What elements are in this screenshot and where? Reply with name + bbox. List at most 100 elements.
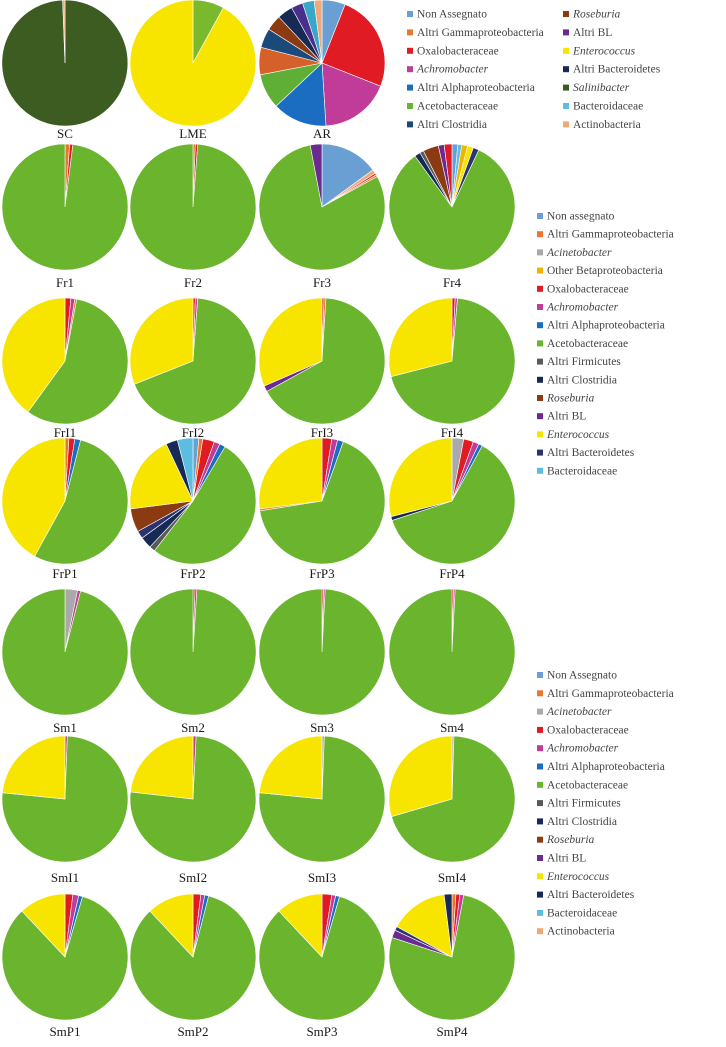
pie-lme <box>129 0 257 127</box>
slice-fr3-altri-bl-5 <box>309 143 323 208</box>
pie-label-fri4: FrI4 <box>441 425 464 440</box>
pie-label-smi1: SmI1 <box>51 870 79 885</box>
slice-ar-actinobacteria-11 <box>313 0 323 64</box>
slice-sm4-acetobact-2 <box>388 588 516 716</box>
legend-label-other-betaproteobacteria: Other Betaproteobacteria <box>547 265 663 277</box>
pie-smi1 <box>1 735 129 863</box>
legend-swatch-altri-gammaproteobacteria <box>537 231 543 238</box>
pie-sm4 <box>388 588 516 716</box>
legend-label-altri-gammaproteobacteria: Altri Gammaproteobacteria <box>547 229 674 241</box>
pie-smi2 <box>129 735 257 863</box>
legend-swatch-acetobacteraceae <box>537 340 543 347</box>
slice-fri1-enterococcus-4 <box>1 297 66 413</box>
legend-swatch-altri-clostridia <box>537 376 543 383</box>
legend-swatch-oxalobacteraceae <box>537 285 543 292</box>
legend-swatch-non-assegnato <box>537 213 543 219</box>
legend-label-non-assegnato: Non Assegnato <box>547 670 617 682</box>
slice-frp4-enterococcus-6 <box>388 437 453 518</box>
pie-sm2 <box>129 588 257 716</box>
legend-swatch-altri-gammaproteobacteria <box>537 690 543 697</box>
slice-frp1-acetobact-3 <box>34 439 129 565</box>
slice-lme-enterococcus-1 <box>129 0 257 127</box>
legend-label-acetobacteraceae: Acetobacteraceae <box>547 338 628 350</box>
slice-sc-actinobacteria-1 <box>62 0 66 64</box>
pie-label-smi4: SmI4 <box>438 870 467 885</box>
legend-swatch-bacteroidaceae <box>537 909 543 916</box>
slice-smp2-acetobact-3 <box>129 895 257 1021</box>
pie-fri1 <box>1 297 129 425</box>
pie-label-smi3: SmI3 <box>308 870 336 885</box>
legend-swatch-acinetobacter <box>537 249 543 256</box>
legend-swatch-altri-firmicutes <box>537 800 543 807</box>
pie-frp4 <box>388 437 516 565</box>
legend-swatch-other-betaproteobacteria <box>537 267 543 274</box>
pie-fr1 <box>1 143 129 271</box>
slice-smp4-acetobact-3 <box>388 894 516 1021</box>
legend-swatch-altri-gammaproteobacteria <box>407 29 413 36</box>
legend-label-altri-clostridia: Altri Clostridia <box>547 816 617 828</box>
legend-label-actinobacteria: Actinobacteria <box>573 119 641 131</box>
slice-fri1-acetobact-3 <box>27 298 129 425</box>
slice-fri4-enterococcus-3 <box>388 297 453 378</box>
legend-label-altri-clostridia: Altri Clostridia <box>547 374 617 386</box>
slice-fr4-acetobact-5 <box>388 149 516 271</box>
pie-label-frp4: FrP4 <box>439 566 465 581</box>
legend-swatch-actinobacteria <box>563 121 569 128</box>
pie-frp3 <box>258 437 386 565</box>
legend-label-altri-bl: Altri BL <box>547 411 586 423</box>
slice-smp2-enterococcus-4 <box>149 893 194 958</box>
pie-label-fri3: FrI3 <box>311 425 333 440</box>
slice-sm3-acetobact-2 <box>258 588 386 716</box>
legend-label-non-assegnato: Non assegnato <box>547 211 615 223</box>
slice-fri2-enterococcus-3 <box>129 297 194 385</box>
slice-frp1-enterococcus-4 <box>1 437 66 557</box>
pie-label-sm4: Sm4 <box>440 720 464 735</box>
pie-sm3 <box>258 588 386 716</box>
pie-label-smp4: SmP4 <box>436 1024 468 1039</box>
pie-smp4 <box>388 893 516 1021</box>
pie-label-fr2: Fr2 <box>184 275 202 290</box>
pie-label-smp3: SmP3 <box>306 1024 337 1039</box>
legend-swatch-roseburia <box>537 836 543 843</box>
pie-fri4 <box>388 297 516 425</box>
legend-swatch-altri-bl <box>537 855 543 861</box>
pie-fri2 <box>129 297 257 425</box>
slice-smi2-enterococcus-2 <box>130 735 194 800</box>
legend-label-altri-firmicutes: Altri Firmicutes <box>547 798 621 810</box>
pie-sm1 <box>1 588 129 716</box>
slice-ar-oxalo-1 <box>321 4 386 87</box>
pie-label-sm2: Sm2 <box>181 720 205 735</box>
legend-label-enterococcus: Enterococcus <box>572 45 636 57</box>
legend-swatch-enterococcus <box>537 873 543 880</box>
legend-swatch-bacteroidaceae <box>537 467 543 474</box>
slice-smp1-acetobact-3 <box>1 896 129 1021</box>
legend-swatch-achromobacter <box>537 745 543 752</box>
slice-smi3-enterococcus-2 <box>258 735 323 800</box>
legend-label-bacteroidaceae: Bacteroidaceae <box>547 907 617 919</box>
legend-swatch-oxalobacteraceae <box>537 726 543 733</box>
legend-swatch-altri-clostridia <box>407 121 413 128</box>
slice-frp4-acetobact-4 <box>391 445 516 565</box>
legend-label-enterococcus: Enterococcus <box>546 871 610 883</box>
legend-bottom: Non Assegnato Altri Gammaproteobacteria Ac… <box>537 670 674 938</box>
legend-swatch-acetobacteraceae <box>537 781 543 788</box>
slice-frp2-enterococcus-10 <box>129 443 194 510</box>
pie-label-fri1: FrI1 <box>54 425 76 440</box>
slice-frp2-bacteroidaceae-12 <box>176 437 194 502</box>
legend-swatch-achromobacter <box>407 66 413 73</box>
legend-swatch-acinetobacter <box>537 708 543 715</box>
pie-label-smp1: SmP1 <box>49 1024 80 1039</box>
pie-smi3 <box>258 735 386 863</box>
pie-smp1 <box>1 893 129 1021</box>
legend-label-roseburia: Roseburia <box>546 393 595 405</box>
legend-swatch-enterococcus <box>537 431 543 438</box>
slice-ar-achromo-2 <box>321 62 381 127</box>
pie-label-sm1: Sm1 <box>53 720 77 735</box>
pie-label-frp3: FrP3 <box>309 566 334 581</box>
legend-swatch-non-assegnato <box>407 11 413 17</box>
slice-fr1-acetobact-2 <box>1 143 129 271</box>
slice-ar-altri-alpha-3 <box>275 62 327 127</box>
legend-swatch-roseburia <box>563 11 569 17</box>
pie-fr2 <box>129 143 257 271</box>
pie-smp2 <box>129 893 257 1021</box>
